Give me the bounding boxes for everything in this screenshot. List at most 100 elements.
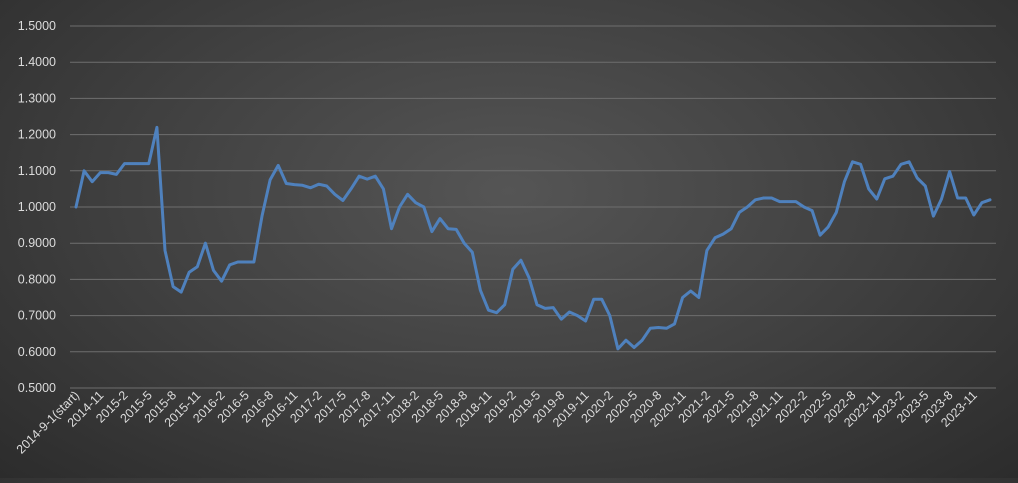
data-point xyxy=(616,347,620,351)
data-point xyxy=(851,160,854,163)
data-point xyxy=(552,306,555,309)
data-point xyxy=(697,296,701,299)
data-point xyxy=(131,162,134,165)
data-point xyxy=(204,242,207,245)
data-point xyxy=(107,171,110,174)
data-point xyxy=(446,227,450,230)
data-point xyxy=(948,170,951,173)
data-point xyxy=(746,205,749,209)
data-point xyxy=(365,177,369,181)
data-point xyxy=(535,303,539,306)
data-point xyxy=(657,326,660,329)
data-point xyxy=(738,211,741,214)
y-tick-label: 0.8000 xyxy=(18,272,56,286)
y-tick-label: 1.5000 xyxy=(18,19,56,33)
data-point xyxy=(414,201,417,204)
data-point xyxy=(681,296,684,299)
data-point xyxy=(147,162,150,165)
data-point xyxy=(867,187,870,191)
y-tick-label: 1.4000 xyxy=(18,55,56,69)
data-point xyxy=(835,211,838,214)
data-point xyxy=(236,260,239,264)
data-point xyxy=(163,249,167,252)
data-point xyxy=(624,339,628,342)
data-point xyxy=(665,327,668,330)
data-point xyxy=(406,193,409,196)
data-point xyxy=(317,182,320,186)
y-tick-label: 1.3000 xyxy=(18,91,56,105)
data-point xyxy=(398,205,401,209)
data-point xyxy=(843,180,846,183)
data-point xyxy=(90,180,94,183)
data-point xyxy=(495,311,498,314)
y-tick-label: 0.9000 xyxy=(18,236,56,250)
data-point xyxy=(632,346,636,349)
data-point xyxy=(333,193,337,196)
y-tick-label: 0.7000 xyxy=(18,309,56,323)
data-point xyxy=(940,197,943,201)
data-point xyxy=(422,205,426,209)
data-point xyxy=(592,298,595,301)
data-point xyxy=(438,217,442,220)
data-point xyxy=(382,187,385,191)
data-point xyxy=(721,232,725,236)
data-point xyxy=(82,169,86,172)
data-point xyxy=(196,265,199,268)
data-point xyxy=(301,184,304,187)
data-point xyxy=(268,178,272,182)
data-point xyxy=(875,197,878,201)
data-point xyxy=(123,162,126,165)
data-point xyxy=(244,260,248,264)
data-point xyxy=(640,339,644,342)
data-point xyxy=(179,290,183,294)
data-point xyxy=(980,201,984,204)
data-point xyxy=(810,209,814,212)
data-point xyxy=(786,200,789,203)
data-point xyxy=(649,327,652,330)
data-point xyxy=(220,280,223,283)
data-point xyxy=(487,308,490,312)
data-point xyxy=(171,285,175,288)
data-point xyxy=(576,314,579,317)
data-point xyxy=(964,196,967,200)
data-point xyxy=(770,196,773,200)
y-tick-label: 1.0000 xyxy=(18,200,56,214)
data-point xyxy=(479,289,482,292)
data-point xyxy=(309,186,312,190)
data-point xyxy=(99,171,102,174)
data-point xyxy=(74,205,78,209)
data-point xyxy=(527,276,531,279)
data-point xyxy=(988,198,992,201)
y-tick-label: 1.1000 xyxy=(18,164,56,178)
data-point xyxy=(924,184,927,188)
data-point xyxy=(778,200,781,203)
data-point xyxy=(543,307,547,310)
data-point xyxy=(883,177,887,180)
x-axis-ticks: 2014-9-1(start)2014-112015-22015-52015-8… xyxy=(14,388,980,456)
data-point xyxy=(357,175,361,178)
data-point xyxy=(212,269,215,272)
data-point xyxy=(325,184,328,188)
data-point xyxy=(519,259,523,262)
data-point xyxy=(608,314,612,317)
data-point xyxy=(794,200,798,203)
data-point xyxy=(916,176,919,180)
data-point xyxy=(802,205,806,209)
data-point xyxy=(503,303,506,306)
data-point xyxy=(859,163,862,166)
data-point xyxy=(228,263,231,267)
data-point xyxy=(754,198,757,201)
data-point xyxy=(584,319,587,323)
data-point xyxy=(891,175,895,178)
data-point xyxy=(430,230,434,233)
y-tick-label: 1.2000 xyxy=(18,128,56,142)
data-point xyxy=(277,164,280,167)
data-point xyxy=(471,251,474,254)
data-point xyxy=(188,270,191,274)
data-point xyxy=(252,260,256,264)
series-layer xyxy=(74,125,992,351)
data-point xyxy=(600,298,603,301)
data-point xyxy=(511,268,514,271)
